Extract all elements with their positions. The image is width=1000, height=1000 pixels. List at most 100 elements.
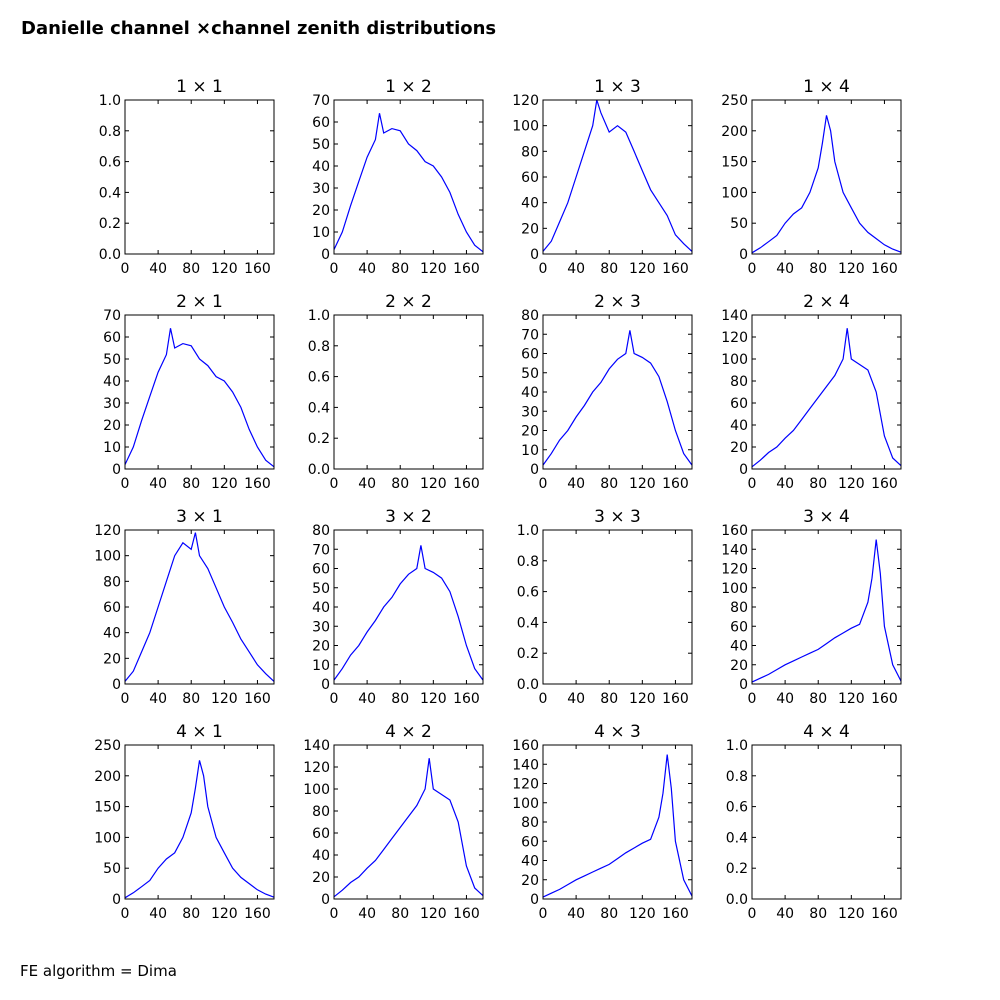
subplot-4x1: 4 × 1 0 40 80 120 160 0 50 100 150 200 250: [94, 722, 275, 922]
axes-frame: [542, 314, 693, 470]
y-tick-label: 60: [312, 562, 330, 578]
series-line: [124, 328, 275, 468]
y-tick-label: 0.6: [308, 370, 330, 386]
x-tick-label: 0: [748, 261, 757, 277]
x-tick-label: 120: [838, 261, 865, 277]
y-tick-label: 0.2: [726, 861, 748, 877]
y-tick-label: 60: [730, 619, 748, 635]
y-tick-label: 40: [103, 374, 121, 390]
subplot-title: 2 × 2: [385, 292, 432, 312]
y-tick-label: 140: [512, 757, 539, 773]
series-line: [542, 99, 693, 252]
x-tick-label: 160: [871, 691, 898, 707]
y-tick-label: 0: [530, 462, 539, 478]
y-tick-label: 0: [530, 247, 539, 263]
x-tick-label: 120: [420, 691, 447, 707]
x-tick-label: 40: [567, 261, 585, 277]
y-tick-label: 20: [521, 221, 539, 237]
subplot-title: 2 × 3: [594, 292, 641, 312]
y-tick-label: 30: [103, 396, 121, 412]
y-tick-label: 50: [312, 137, 330, 153]
subplot-4x3: 4 × 3 0 40 80 120 160 0 20 40 60 80 100 120 140 160: [512, 722, 693, 922]
series-line: [124, 760, 275, 899]
y-tick-label: 60: [521, 834, 539, 850]
x-tick-label: 80: [391, 476, 409, 492]
x-tick-label: 40: [567, 906, 585, 922]
y-tick-label: 1.0: [308, 308, 330, 324]
y-tick-label: 140: [721, 308, 748, 324]
series-line: [333, 545, 484, 681]
axes-frame: [124, 99, 275, 255]
subplot-title: 4 × 4: [803, 722, 850, 742]
y-tick-label: 150: [721, 155, 748, 171]
subplot-1x2: 1 × 2 0 40 80 120 160 0 10 20 30 40 50 60 70: [312, 77, 484, 277]
y-tick-label: 100: [303, 782, 330, 798]
subplot-title: 1 × 4: [803, 77, 850, 97]
subplot-title: 4 × 1: [176, 722, 223, 742]
axes-frame: [542, 99, 693, 255]
y-tick-label: 80: [730, 374, 748, 390]
series-line: [751, 539, 902, 683]
y-tick-label: 120: [303, 760, 330, 776]
x-tick-label: 40: [776, 476, 794, 492]
series-line: [333, 758, 484, 898]
subplot-3x1: 3 × 1 0 40 80 120 160 0 20 40 60 80 100 120: [94, 507, 275, 707]
y-tick-label: 50: [730, 216, 748, 232]
x-tick-label: 80: [809, 691, 827, 707]
x-tick-label: 80: [391, 261, 409, 277]
y-tick-label: 40: [730, 639, 748, 655]
y-tick-label: 60: [521, 170, 539, 186]
y-tick-label: 0.8: [308, 339, 330, 355]
x-tick-label: 160: [453, 261, 480, 277]
y-tick-label: 0.2: [517, 646, 539, 662]
x-tick-label: 40: [567, 691, 585, 707]
x-tick-label: 40: [567, 476, 585, 492]
y-tick-label: 60: [730, 396, 748, 412]
x-tick-label: 0: [330, 691, 339, 707]
axes-frame: [751, 529, 902, 685]
x-tick-label: 40: [149, 691, 167, 707]
y-tick-label: 10: [312, 658, 330, 674]
y-tick-label: 1.0: [517, 523, 539, 539]
subplot-2x4: 2 × 4 0 40 80 120 160 0 20 40 60 80 100 120 140: [721, 292, 902, 492]
y-tick-label: 120: [721, 330, 748, 346]
x-tick-label: 80: [809, 906, 827, 922]
axes-frame: [124, 314, 275, 470]
subplot-title: 4 × 2: [385, 722, 432, 742]
series-line: [542, 330, 693, 466]
y-tick-label: 50: [103, 861, 121, 877]
x-tick-label: 160: [453, 906, 480, 922]
y-tick-label: 20: [103, 651, 121, 667]
x-tick-label: 40: [358, 906, 376, 922]
x-tick-label: 160: [244, 906, 271, 922]
x-tick-label: 40: [358, 476, 376, 492]
y-tick-label: 120: [512, 93, 539, 109]
y-tick-label: 80: [312, 523, 330, 539]
y-tick-label: 250: [94, 738, 121, 754]
y-tick-label: 140: [721, 542, 748, 558]
subplot-title: 3 × 3: [594, 507, 641, 527]
y-tick-label: 100: [94, 830, 121, 846]
x-tick-label: 160: [871, 476, 898, 492]
y-tick-label: 0.6: [517, 585, 539, 601]
x-tick-label: 80: [391, 906, 409, 922]
x-tick-label: 160: [662, 261, 689, 277]
y-tick-label: 1.0: [726, 738, 748, 754]
subplot-title: 2 × 1: [176, 292, 223, 312]
x-tick-label: 160: [244, 476, 271, 492]
y-tick-label: 120: [512, 777, 539, 793]
y-tick-label: 0: [321, 677, 330, 693]
y-tick-label: 20: [521, 424, 539, 440]
y-tick-label: 20: [103, 418, 121, 434]
y-tick-label: 60: [312, 826, 330, 842]
y-tick-label: 70: [312, 542, 330, 558]
y-tick-label: 100: [721, 581, 748, 597]
x-tick-label: 80: [600, 261, 618, 277]
axes-frame: [333, 529, 484, 685]
x-tick-label: 120: [211, 476, 238, 492]
axes-frame: [542, 529, 693, 685]
x-tick-label: 120: [629, 476, 656, 492]
y-tick-label: 0: [530, 892, 539, 908]
x-tick-label: 0: [330, 906, 339, 922]
